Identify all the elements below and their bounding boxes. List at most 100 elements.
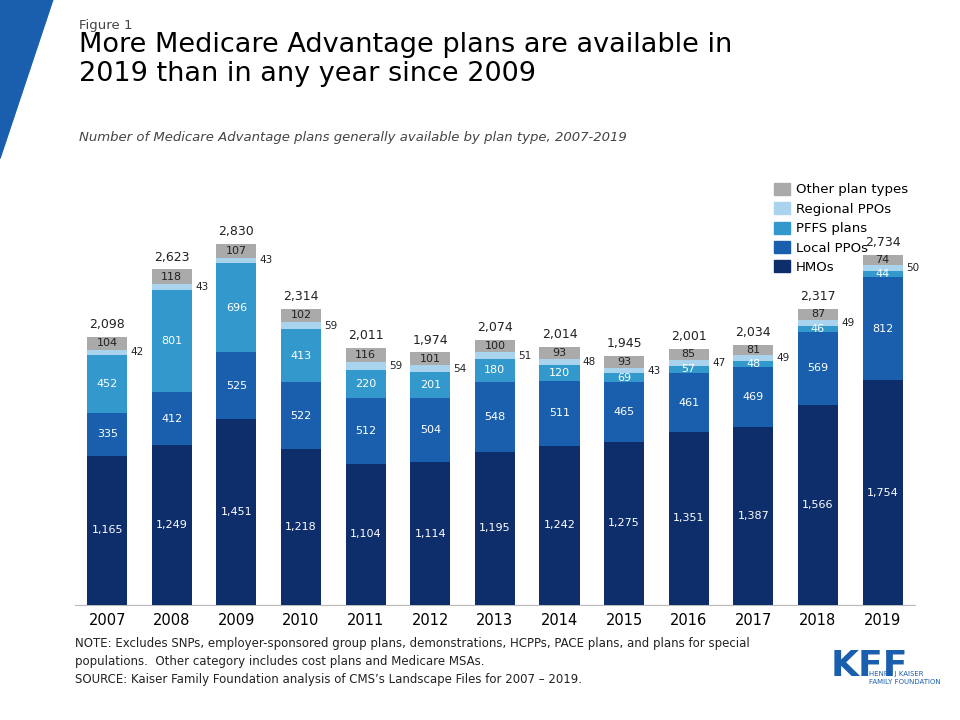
Bar [733,355,774,361]
Bar [604,368,644,374]
Text: 1,566: 1,566 [803,500,833,510]
Text: 1,165: 1,165 [91,526,123,535]
Bar [540,381,580,446]
Text: Number of Medicare Advantage plans generally available by plan type, 2007-2019: Number of Medicare Advantage plans gener… [79,131,627,144]
Bar [798,326,838,332]
Bar [733,361,774,367]
Text: 220: 220 [355,379,376,389]
Bar [475,359,515,382]
Text: 59: 59 [389,361,402,372]
Bar [216,263,256,352]
Text: populations.  Other category includes cost plans and Medicare MSAs.: populations. Other category includes cos… [75,655,485,668]
Bar [410,352,450,365]
Bar [669,360,708,366]
Text: 548: 548 [484,412,506,422]
Bar [281,330,321,382]
Bar [540,347,580,359]
Bar [281,322,321,330]
Bar [798,308,838,320]
Text: 2,734: 2,734 [865,236,900,249]
Text: 2,074: 2,074 [477,321,513,334]
Text: 43: 43 [195,282,208,292]
Text: 93: 93 [552,348,566,358]
Bar [475,340,515,352]
Bar [862,255,902,265]
Bar [733,428,774,605]
Bar [540,446,580,605]
Bar [475,452,515,605]
Bar [475,352,515,359]
Text: 2,314: 2,314 [283,290,319,303]
Text: 452: 452 [97,379,118,389]
Text: 120: 120 [549,368,570,378]
Bar [152,284,192,290]
Text: 469: 469 [743,392,764,402]
Bar [604,374,644,382]
Bar [669,373,708,432]
Bar [87,350,128,355]
Text: 49: 49 [841,318,854,328]
Bar [862,380,902,605]
Bar [410,372,450,398]
Bar [669,432,708,605]
Bar [862,265,902,271]
Text: 2,034: 2,034 [735,326,771,339]
Text: 1,754: 1,754 [867,487,899,498]
Bar [152,392,192,445]
Bar [87,355,128,413]
Text: 1,387: 1,387 [737,511,769,521]
Text: 525: 525 [226,381,247,391]
Text: SOURCE: Kaiser Family Foundation analysis of CMS’s Landscape Files for 2007 – 20: SOURCE: Kaiser Family Foundation analysi… [75,673,582,686]
Text: NOTE: Excludes SNPs, employer-sponsored group plans, demonstrations, HCPPs, PACE: NOTE: Excludes SNPs, employer-sponsored … [75,637,750,650]
Text: 48: 48 [583,357,596,367]
Text: 1,218: 1,218 [285,522,317,532]
Bar [346,464,386,605]
Bar [87,336,128,350]
Bar [152,445,192,605]
Text: 1,451: 1,451 [221,507,252,517]
Bar [862,271,902,276]
Text: 1,114: 1,114 [415,528,446,539]
Text: HENRY J KAISER
FAMILY FOUNDATION: HENRY J KAISER FAMILY FOUNDATION [869,671,941,685]
Bar [216,352,256,419]
Text: 2,623: 2,623 [154,251,189,264]
Text: 512: 512 [355,426,376,436]
Bar [604,382,644,442]
Text: 44: 44 [876,269,890,279]
Text: 107: 107 [226,246,247,256]
Text: 69: 69 [617,373,631,383]
Text: 2,098: 2,098 [89,318,125,330]
Text: 100: 100 [485,341,505,351]
Text: 2,014: 2,014 [541,328,577,341]
Text: 522: 522 [291,410,312,420]
Bar [152,269,192,284]
Legend: Other plan types, Regional PPOs, PFFS plans, Local PPOs, HMOs: Other plan types, Regional PPOs, PFFS pl… [774,183,908,274]
Text: 413: 413 [291,351,312,361]
Text: 511: 511 [549,408,570,418]
Bar [216,244,256,258]
Text: KFF: KFF [830,649,908,683]
Text: 101: 101 [420,354,441,364]
Text: 2,317: 2,317 [800,289,836,302]
Text: 51: 51 [518,351,532,361]
Bar [410,365,450,372]
Text: 57: 57 [682,364,696,374]
Text: 1,945: 1,945 [607,337,642,351]
Bar [475,382,515,452]
Bar [346,370,386,398]
Text: 85: 85 [682,349,696,359]
Text: 801: 801 [161,336,182,346]
Text: 54: 54 [453,364,467,374]
Text: 47: 47 [712,358,725,368]
Text: 1,104: 1,104 [349,529,381,539]
Text: 2,001: 2,001 [671,330,707,343]
Text: 59: 59 [324,320,338,330]
Bar [346,348,386,362]
Text: 48: 48 [746,359,760,369]
Text: 2,830: 2,830 [219,225,254,238]
Text: 42: 42 [131,348,144,358]
Text: 461: 461 [678,397,699,408]
Bar [604,356,644,368]
Bar [540,359,580,365]
Text: 1,275: 1,275 [609,518,640,528]
